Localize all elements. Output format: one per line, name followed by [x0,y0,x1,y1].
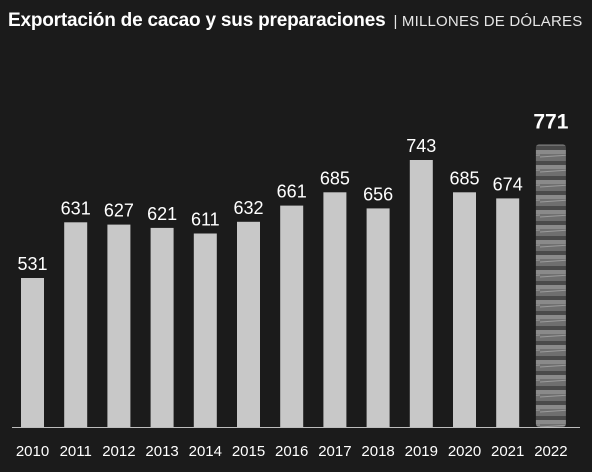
x-tick-label-2022: 2022 [534,443,567,460]
x-tick-label-2016: 2016 [275,443,308,460]
data-label-2022: 771 [533,110,568,133]
bar-2022 [535,144,566,427]
x-tick-label-2020: 2020 [448,443,481,460]
bar-2014 [193,233,217,427]
data-label-2021: 674 [493,174,523,194]
x-tick-label-2010: 2010 [16,443,49,460]
bar-2010 [21,278,44,427]
x-tick-label-2021: 2021 [491,443,524,460]
bar-2013 [150,227,174,427]
bar-2019 [409,160,433,427]
bar-2018 [366,208,390,427]
data-label-2016: 661 [277,182,307,202]
x-tick-label-2014: 2014 [189,443,222,460]
data-label-2017: 685 [320,168,350,188]
data-label-2020: 685 [449,168,479,188]
data-label-2014: 611 [191,210,220,230]
x-tick-label-2019: 2019 [405,443,438,460]
bar-2021 [496,198,520,427]
bar-2012 [107,224,131,427]
x-tick-label-2013: 2013 [145,443,178,460]
bar-2017 [323,192,347,427]
data-label-2010: 531 [17,254,47,274]
chart-header: Exportación de cacao y sus preparaciones… [8,8,584,35]
bar-2016 [280,205,304,427]
bar-2020 [453,192,476,427]
data-label-2015: 632 [233,198,263,218]
data-label-2012: 627 [104,201,134,221]
data-label-2018: 656 [363,184,393,204]
x-tick-label-2011: 2011 [60,443,92,460]
x-tick-label-2015: 2015 [232,443,265,460]
x-tick-label-2017: 2017 [318,443,351,460]
data-label-2019: 743 [406,136,436,156]
data-label-2011: 631 [61,198,91,218]
bar-2015 [237,221,260,427]
data-label-2013: 621 [147,204,177,224]
x-tick-label-2012: 2012 [102,443,135,460]
x-tick-label-2018: 2018 [361,443,394,460]
chart-title: Exportación de cacao y sus preparaciones [8,10,386,31]
bar-2011 [64,222,88,427]
chart-subtitle: | MILLONES DE DÓLARES [393,13,583,30]
